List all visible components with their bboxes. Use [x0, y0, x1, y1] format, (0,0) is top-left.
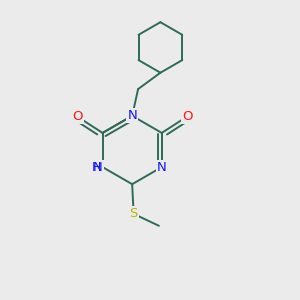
Text: N: N — [93, 160, 103, 174]
Text: S: S — [130, 207, 138, 220]
Text: N: N — [127, 109, 137, 122]
Text: O: O — [72, 110, 83, 123]
Text: H: H — [92, 160, 101, 174]
Text: O: O — [182, 110, 192, 123]
Text: N: N — [157, 160, 166, 174]
